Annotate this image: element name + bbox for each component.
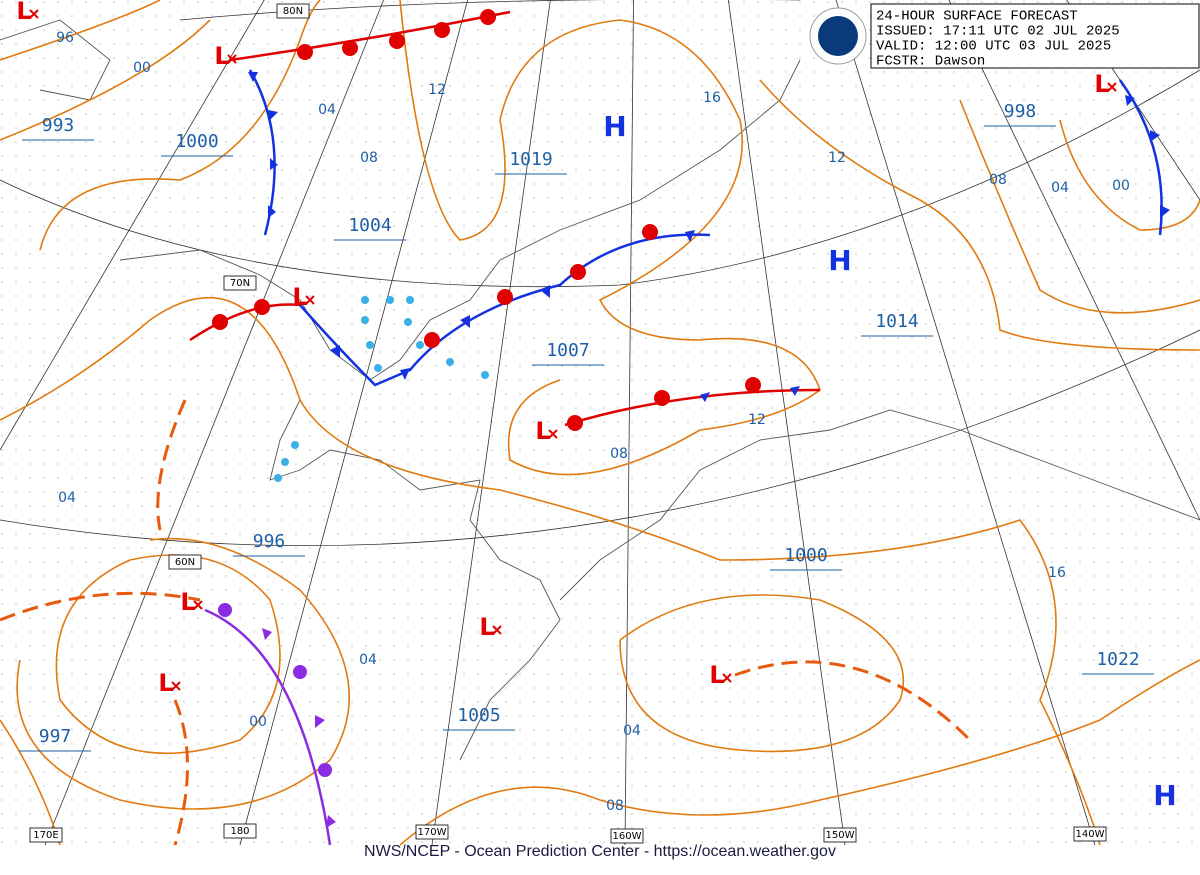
grid-label: 170W (418, 827, 447, 838)
grid-label: 70N (230, 278, 250, 289)
isobar-label: 96 (56, 30, 74, 46)
noaa-logo-inner (818, 16, 858, 56)
isobar-label: 12 (428, 82, 446, 98)
low-center: L (1094, 70, 1109, 98)
grid-label-box (1073, 826, 1107, 842)
graticule (0, 0, 1200, 846)
high-center: H (1153, 779, 1176, 812)
pressure-label: 1007 (546, 340, 589, 361)
low-cross (1107, 82, 1117, 92)
isobar-label: 12 (748, 412, 766, 428)
isobar-label: 04 (1051, 180, 1069, 196)
isobar-label: 04 (58, 490, 76, 506)
footer: NWS/NCEP - Ocean Prediction Center - htt… (364, 843, 836, 860)
isobar-label: 16 (703, 90, 721, 106)
isobar-label: 16 (1048, 565, 1066, 581)
low-cross (492, 625, 502, 635)
grid-label: 180 (230, 826, 249, 837)
fronts (0, 9, 1170, 846)
pressure-label: 1022 (1096, 649, 1139, 670)
grid-label: 60N (175, 557, 195, 568)
isobar-label: 04 (623, 723, 641, 739)
low-cross (305, 295, 315, 305)
pressure-label: 1014 (875, 311, 918, 332)
low-cross (193, 600, 203, 610)
isobar-label: 08 (606, 798, 624, 814)
grid-label-box (223, 823, 257, 839)
isobar-label: 08 (610, 446, 628, 462)
isobar-label: 08 (360, 150, 378, 166)
graticule-dots (0, 0, 1200, 845)
header-line: FCSTR: Dawson (876, 54, 985, 70)
low-center: L (479, 613, 494, 641)
isobar-label: 08 (989, 172, 1007, 188)
low-center: L (158, 669, 173, 697)
pressure-label: 998 (1004, 101, 1037, 122)
low-center: L (214, 42, 229, 70)
grid-label-box (29, 827, 63, 843)
low-center: L (16, 0, 31, 25)
low-cross (722, 673, 732, 683)
low-cross (29, 9, 39, 19)
grid-label-box (415, 824, 449, 840)
isobar-label: 00 (1112, 178, 1130, 194)
header-line: VALID: 12:00 UTC 03 JUL 2025 (876, 39, 1111, 55)
low-center: L (180, 588, 195, 616)
grid-label: 160W (613, 831, 642, 842)
isobar-label: 12 (828, 150, 846, 166)
pressure-label: 1005 (457, 705, 500, 726)
map-labels: 993 1000 1019 1004 998 1014 1007 996 1000 1022 997… (16, 0, 1177, 844)
pressure-label: 993 (42, 115, 75, 136)
high-center: H (603, 110, 626, 143)
grid-label-box (823, 827, 857, 843)
low-center: L (292, 283, 307, 311)
grid-label: 170E (33, 830, 58, 841)
pressure-label: 1019 (509, 149, 552, 170)
grid-label: 80N (283, 6, 303, 17)
grid-label-box (223, 275, 257, 291)
isobar-label: 04 (318, 102, 336, 118)
pressure-label: 1000 (175, 131, 218, 152)
low-cross (171, 681, 181, 691)
grid-label: 150W (826, 830, 855, 841)
header (809, 3, 1200, 69)
pressure-label: 1000 (784, 545, 827, 566)
header-box (870, 3, 1200, 69)
low-cross (227, 54, 237, 64)
header-line: ISSUED: 17:11 UTC 02 JUL 2025 (876, 24, 1120, 40)
isobar-label: 04 (359, 652, 377, 668)
high-center: H (828, 244, 851, 277)
low-center: L (535, 417, 550, 445)
isobar-label: 00 (133, 60, 151, 76)
pressure-label: 997 (39, 726, 72, 747)
grid-label-box (168, 554, 202, 570)
low-cross (548, 429, 558, 439)
pressure-label: 996 (253, 531, 286, 552)
header-line: 24-HOUR SURFACE FORECAST (876, 9, 1078, 25)
grid-label-box (276, 3, 310, 19)
low-center: L (709, 661, 724, 689)
grid-label: 140W (1076, 829, 1105, 840)
grid-label-box (610, 828, 644, 844)
isobar-label: 00 (249, 714, 267, 730)
pressure-label: 1004 (348, 215, 391, 236)
